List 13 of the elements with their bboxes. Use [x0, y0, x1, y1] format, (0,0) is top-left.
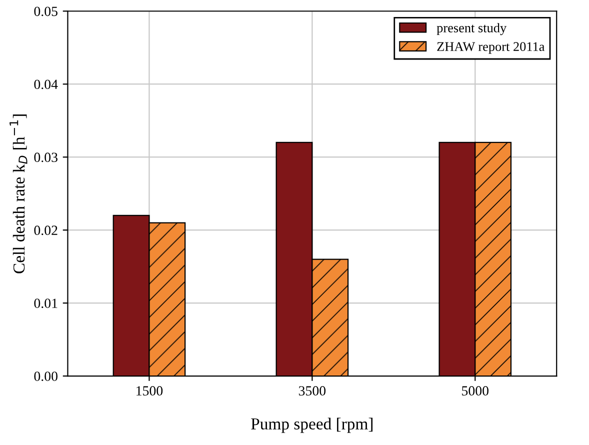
legend-label: ZHAW report 2011a [437, 42, 545, 54]
y-tick-label: 0.02 [34, 226, 58, 236]
y-tick-label: 0.05 [34, 6, 58, 16]
y-tick-label: 0.04 [34, 80, 58, 90]
x-tick-label: 3500 [298, 386, 326, 396]
legend-label: present study [436, 23, 507, 36]
y-axis-title: Cell death rate k$_{D}$ [h$^{−1}$] [10, 114, 28, 274]
x-axis-title: Pump speed [rpm] [251, 418, 372, 433]
y-tick-label: 0.00 [34, 372, 58, 382]
y-tick-label: 0.03 [34, 152, 58, 162]
x-tick-label: 5000 [462, 386, 488, 396]
x-tick-label: 1500 [136, 386, 163, 396]
y-tick-label: 0.01 [34, 298, 58, 308]
